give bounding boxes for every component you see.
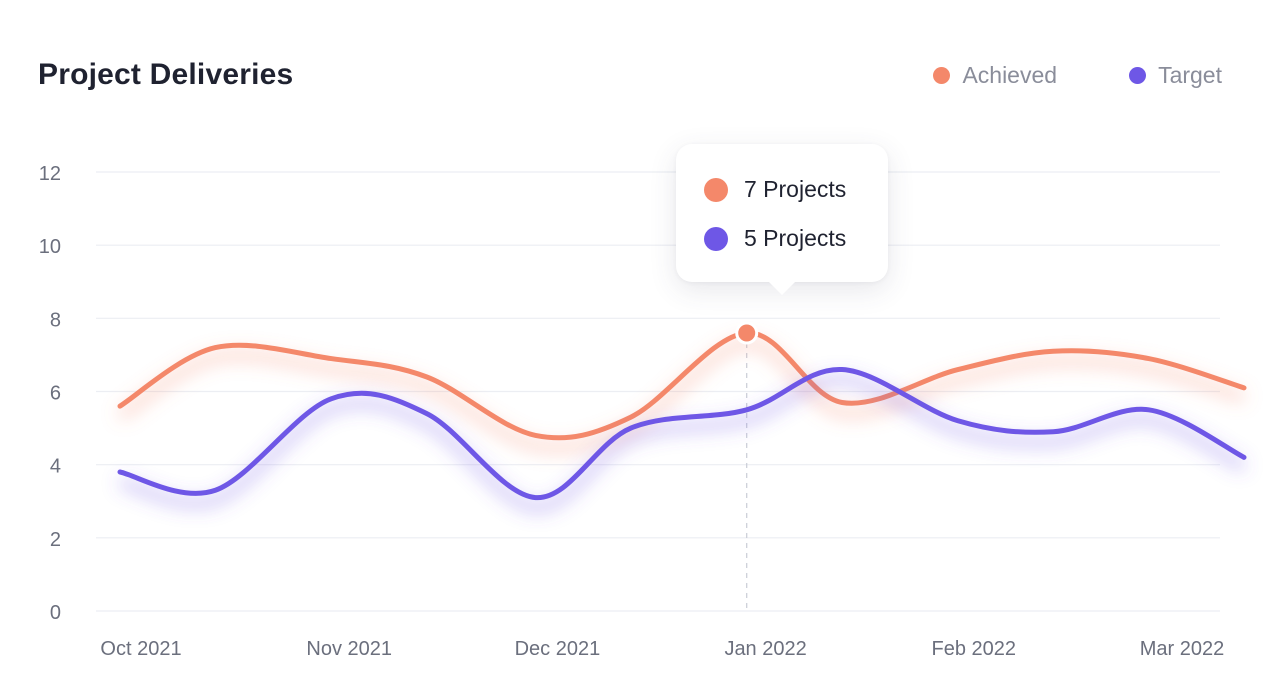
x-tick-label: Feb 2022 <box>932 638 1017 660</box>
legend-dot-achieved <box>933 67 951 84</box>
tooltip-value-achieved: 7 Projects <box>744 176 847 202</box>
x-tick-label: Jan 2022 <box>724 638 806 660</box>
legend: Achieved Target <box>933 62 1222 89</box>
legend-dot-target <box>1129 67 1147 84</box>
tooltip-dot-achieved <box>704 177 728 202</box>
tooltip-dot-target <box>704 226 728 251</box>
grid <box>96 171 1220 612</box>
highlight-point <box>735 321 759 345</box>
y-tick-label: 12 <box>39 163 61 185</box>
chart-title: Project Deliveries <box>38 58 294 91</box>
x-tick-label: Dec 2021 <box>515 638 601 660</box>
tooltip: 7 Projects 5 Projects <box>676 144 888 295</box>
tooltip-row-achieved: 7 Projects <box>704 176 846 203</box>
x-tick-label: Mar 2022 <box>1140 638 1225 660</box>
series-glow-target <box>118 374 1247 513</box>
series-line-achieved <box>117 330 1247 441</box>
y-tick-label: 2 <box>50 529 61 551</box>
y-tick-label: 8 <box>50 309 61 331</box>
legend-label-achieved: Achieved <box>962 62 1058 88</box>
x-tick-label: Nov 2021 <box>306 638 392 660</box>
tooltip-value-target: 5 Projects <box>744 225 847 251</box>
y-axis: 0 2 4 6 8 10 12 <box>39 163 61 624</box>
series-line-target <box>117 367 1247 501</box>
legend-label-target: Target <box>1158 62 1222 88</box>
tooltip-row-target: 5 Projects <box>704 225 846 252</box>
x-tick-label: Oct 2021 <box>100 638 181 660</box>
y-tick-label: 10 <box>39 236 61 258</box>
legend-item-target[interactable]: Target <box>1129 62 1222 89</box>
series-layer <box>117 321 1247 513</box>
y-tick-label: 6 <box>50 383 61 405</box>
y-tick-label: 4 <box>50 456 61 478</box>
x-axis: Oct 2021 Nov 2021 Dec 2021 Jan 2022 Feb 2022… <box>100 638 1224 660</box>
legend-item-achieved[interactable]: Achieved <box>933 62 1057 89</box>
series-glow-achieved <box>117 337 1246 453</box>
y-tick-label: 0 <box>50 602 61 624</box>
